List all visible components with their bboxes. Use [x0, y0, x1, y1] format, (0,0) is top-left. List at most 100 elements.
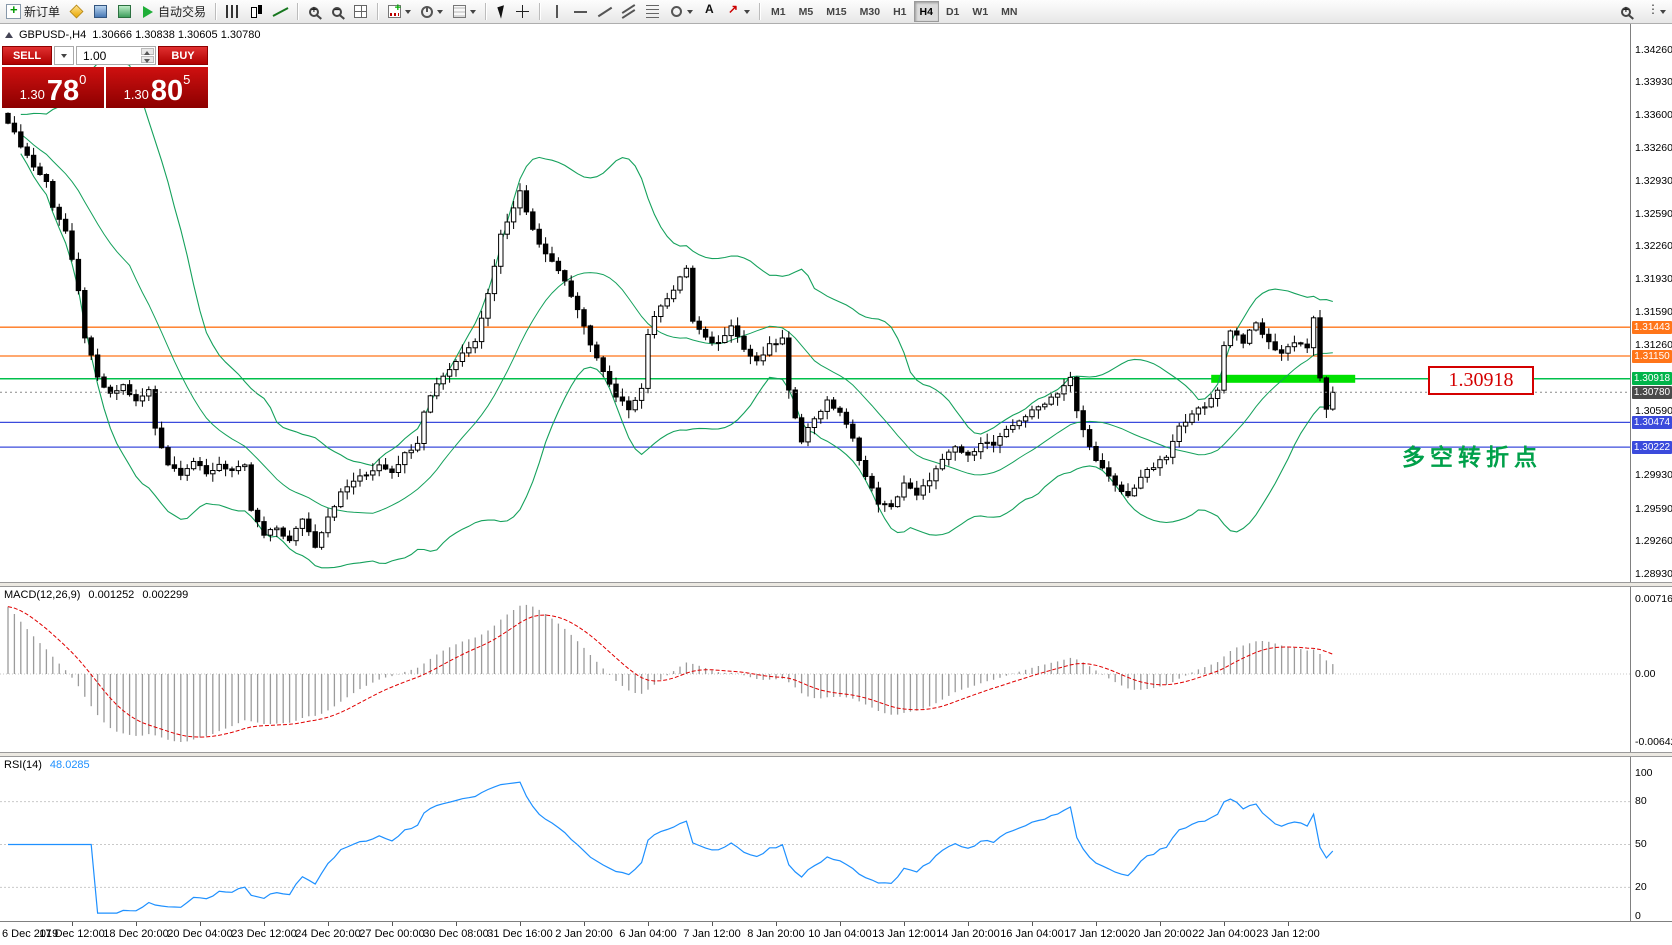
timeframe-m30-button[interactable]: M30: [854, 1, 886, 22]
horizontal-line-button[interactable]: [569, 1, 592, 22]
timeframe-m1-button[interactable]: M1: [765, 1, 792, 22]
crosshair-button[interactable]: [511, 1, 534, 22]
shapes-button[interactable]: [665, 1, 697, 22]
rsi-chart[interactable]: [0, 756, 1630, 921]
buy-button[interactable]: BUY: [158, 46, 208, 65]
price-axis[interactable]: 1.34260 1.33930 1.33600 1.33260 1.32930 1.325…: [1630, 24, 1672, 921]
timeframe-w1-button-label: W1: [972, 5, 989, 18]
macd-signal-line: [7, 606, 1333, 738]
dropdown-arrow-icon: [1660, 9, 1666, 14]
more-icon: [1642, 2, 1659, 19]
time-axis-label: 14 Jan 20:00: [936, 928, 1000, 940]
volume-decrease-button[interactable]: [141, 56, 154, 63]
rsi-axis-label: 80: [1635, 795, 1647, 808]
macd-value-2: 0.002299: [142, 589, 189, 601]
fibonacci-button[interactable]: [641, 1, 664, 22]
macd-axis-label: 0.007165: [1635, 593, 1672, 605]
timeframe-w1-button[interactable]: W1: [966, 1, 994, 22]
macd-axis-label: -0.006428: [1635, 736, 1672, 748]
sell-button[interactable]: SELL: [2, 46, 52, 65]
zoom-out-icon: [332, 5, 343, 17]
time-tick: [1288, 922, 1289, 926]
price-axis-label: 1.34260: [1635, 44, 1672, 56]
more-button[interactable]: [1638, 1, 1670, 22]
indicators-button[interactable]: [383, 1, 415, 22]
line-chart-button[interactable]: [269, 1, 292, 22]
arrows-button[interactable]: [722, 1, 754, 22]
macd-axis-label: 0.00: [1635, 667, 1656, 680]
zoom-out-button[interactable]: [326, 1, 348, 22]
chart-ohlc-values: 1.30666 1.30838 1.30605 1.30780: [92, 29, 261, 41]
panel-separator[interactable]: [0, 752, 1672, 757]
toolbar-sep: [377, 3, 379, 20]
bear-candles: [5, 112, 1330, 548]
timeframe-m15-button[interactable]: M15: [820, 1, 852, 22]
search-button[interactable]: [1615, 1, 1637, 22]
time-axis-label: 27 Dec 00:00: [359, 928, 425, 940]
order-type-dropdown[interactable]: [54, 46, 74, 65]
volume-value: 1.00: [83, 48, 107, 63]
price-tag: 1.30780: [1632, 385, 1672, 399]
new-order-icon: [6, 2, 21, 19]
time-tick: [264, 922, 265, 926]
data-window-button[interactable]: [89, 1, 112, 22]
bollinger-upper-band: [20, 58, 1333, 467]
time-axis-label: 20 Jan 20:00: [1128, 928, 1192, 940]
price-axis-label: 1.29930: [1635, 469, 1672, 482]
buy-price-button[interactable]: 1.30 80 5: [106, 67, 208, 108]
history-center-button[interactable]: [113, 1, 136, 22]
panel-separator[interactable]: [0, 582, 1672, 587]
timeframe-mn-button[interactable]: MN: [995, 1, 1023, 22]
autotrading-button[interactable]: 自动交易: [137, 1, 210, 22]
price-level-label[interactable]: 1.30918: [1428, 366, 1534, 395]
price-chart[interactable]: [0, 24, 1630, 582]
new-order-button[interactable]: 新订单: [2, 1, 64, 22]
timeframe-h1-button[interactable]: H1: [887, 1, 912, 22]
collapse-panel-icon[interactable]: [5, 32, 13, 38]
turning-point-note[interactable]: 多空转折点: [1402, 444, 1542, 470]
time-axis-label: 23 Jan 12:00: [1256, 928, 1320, 940]
dropdown-arrow-icon: [437, 9, 444, 14]
volume-field[interactable]: 1.00: [76, 46, 156, 65]
price-axis-label: 1.31590: [1635, 306, 1672, 319]
bar-chart-button[interactable]: [221, 1, 244, 22]
timeframe-d1-button-label: D1: [945, 5, 960, 18]
sell-price-big-figure: 1.30: [19, 87, 45, 102]
text-button[interactable]: [698, 1, 721, 22]
market-watch-button[interactable]: [65, 1, 88, 22]
time-axis-label: 2 Jan 20:00: [555, 928, 613, 940]
price-axis-label: 1.31930: [1635, 272, 1672, 285]
candlestick-chart-button[interactable]: [245, 1, 268, 22]
dropdown-arrow-icon: [470, 9, 477, 14]
timeframe-d1-button[interactable]: D1: [940, 1, 965, 22]
trendline-button[interactable]: [593, 1, 616, 22]
macd-histogram: [7, 604, 1334, 742]
cursor-button[interactable]: [491, 1, 510, 22]
time-axis[interactable]: 6 Dec 2019 17 Dec 12:00 18 Dec 20:00 20 Dec…: [0, 921, 1672, 945]
dropdown-arrow-icon: [687, 9, 694, 14]
timeframe-m5-button[interactable]: M5: [793, 1, 820, 22]
time-tick: [904, 922, 905, 926]
market-watch-icon: [69, 4, 84, 19]
timeframe-h4-button[interactable]: H4: [913, 1, 939, 22]
time-tick: [72, 922, 73, 926]
price-tag: 1.31443: [1632, 320, 1672, 334]
toolbar-sep: [485, 3, 487, 20]
text-icon: [702, 2, 717, 19]
price-axis-label: 1.33600: [1635, 108, 1672, 121]
candle-wicks: [7, 112, 1334, 550]
volume-increase-button[interactable]: [141, 48, 154, 55]
dropdown-arrow-icon: [405, 9, 412, 14]
autotrading-button-label: 自动交易: [158, 5, 207, 19]
tile-windows-button[interactable]: [349, 1, 372, 22]
templates-button[interactable]: [448, 1, 480, 22]
vertical-line-button[interactable]: [545, 1, 568, 22]
macd-chart[interactable]: [0, 586, 1630, 752]
zoom-in-button[interactable]: [303, 1, 325, 22]
periods-button[interactable]: [416, 1, 447, 22]
sell-price-button[interactable]: 1.30 78 0: [2, 67, 104, 108]
channel-button[interactable]: [617, 1, 640, 22]
toolbar-sep: [215, 3, 217, 20]
bar-chart-icon: [226, 5, 240, 18]
dropdown-arrow-icon: [744, 9, 751, 14]
